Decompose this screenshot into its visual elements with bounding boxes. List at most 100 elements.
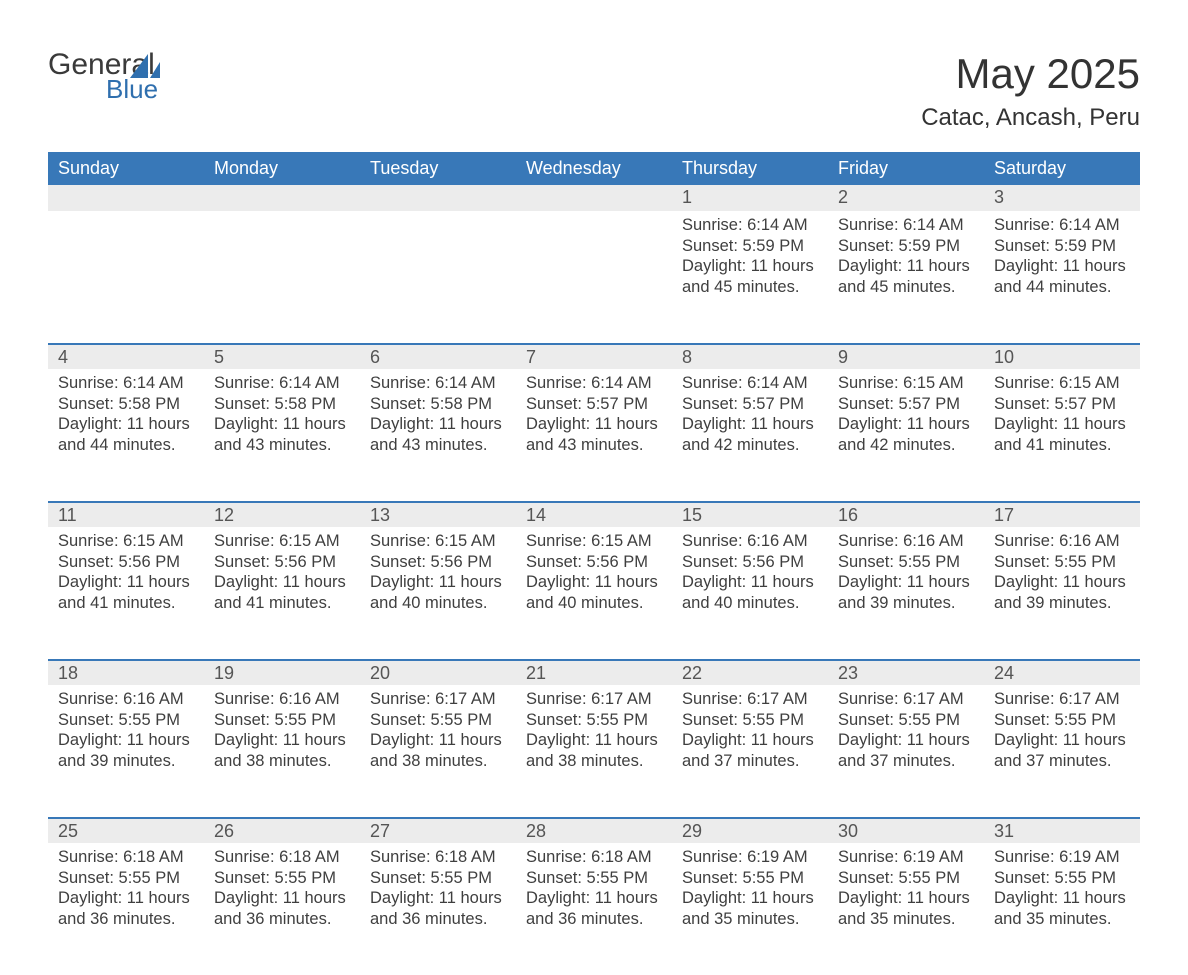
calendar-header: SundayMondayTuesdayWednesdayThursdayFrid… <box>48 152 1140 185</box>
sunrise-line: Sunrise: 6:15 AM <box>214 531 350 552</box>
day-cell-empty <box>204 211 360 223</box>
day-number: 18 <box>48 659 204 685</box>
day-cell: Sunrise: 6:17 AMSunset: 5:55 PMDaylight:… <box>360 685 516 780</box>
sunrise-value: 6:16 AM <box>1059 532 1120 550</box>
sunset-label: Sunset: <box>994 395 1055 413</box>
sunrise-value: 6:18 AM <box>279 848 340 866</box>
sunset-value: 5:55 PM <box>1055 553 1116 571</box>
sunset-label: Sunset: <box>526 395 587 413</box>
sunset-line: Sunset: 5:59 PM <box>838 236 974 257</box>
sunrise-line: Sunrise: 6:15 AM <box>58 531 194 552</box>
daylight-label: Daylight: <box>58 731 127 749</box>
sunrise-label: Sunrise: <box>994 374 1059 392</box>
location-subtitle: Catac, Ancash, Peru <box>921 104 1140 132</box>
daylight-line: Daylight: 11 hours and 37 minutes. <box>994 730 1130 771</box>
sunrise-value: 6:14 AM <box>435 374 496 392</box>
sunrise-label: Sunrise: <box>994 532 1059 550</box>
sunset-label: Sunset: <box>370 711 431 729</box>
sunrise-line: Sunrise: 6:14 AM <box>838 215 974 236</box>
sunset-value: 5:59 PM <box>1055 237 1116 255</box>
day-cell: Sunrise: 6:15 AMSunset: 5:56 PMDaylight:… <box>204 527 360 622</box>
daylight-label: Daylight: <box>526 573 595 591</box>
sunrise-line: Sunrise: 6:14 AM <box>526 373 662 394</box>
daylight-line: Daylight: 11 hours and 39 minutes. <box>58 730 194 771</box>
day-number: 25 <box>48 817 204 843</box>
sunset-label: Sunset: <box>682 237 743 255</box>
day-cell: Sunrise: 6:17 AMSunset: 5:55 PMDaylight:… <box>828 685 984 780</box>
sunset-value: 5:57 PM <box>587 395 648 413</box>
sunset-value: 5:55 PM <box>587 711 648 729</box>
sunset-value: 5:59 PM <box>899 237 960 255</box>
daylight-label: Daylight: <box>370 573 439 591</box>
sunset-label: Sunset: <box>370 869 431 887</box>
sunrise-label: Sunrise: <box>838 690 903 708</box>
day-cell: Sunrise: 6:14 AMSunset: 5:58 PMDaylight:… <box>204 369 360 464</box>
day-number: 9 <box>828 343 984 369</box>
sunrise-label: Sunrise: <box>370 374 435 392</box>
sunset-line: Sunset: 5:58 PM <box>370 394 506 415</box>
day-number: 20 <box>360 659 516 685</box>
sunset-label: Sunset: <box>58 869 119 887</box>
daylight-label: Daylight: <box>58 573 127 591</box>
sunrise-label: Sunrise: <box>58 690 123 708</box>
sunset-line: Sunset: 5:58 PM <box>58 394 194 415</box>
sunset-line: Sunset: 5:55 PM <box>838 868 974 889</box>
sunrise-value: 6:15 AM <box>435 532 496 550</box>
daylight-line: Daylight: 11 hours and 37 minutes. <box>838 730 974 771</box>
sunset-line: Sunset: 5:55 PM <box>526 868 662 889</box>
daylight-line: Daylight: 11 hours and 35 minutes. <box>838 888 974 929</box>
sunrise-label: Sunrise: <box>682 216 747 234</box>
day-cell: Sunrise: 6:15 AMSunset: 5:56 PMDaylight:… <box>360 527 516 622</box>
sunrise-line: Sunrise: 6:14 AM <box>994 215 1130 236</box>
day-cell: Sunrise: 6:15 AMSunset: 5:56 PMDaylight:… <box>48 527 204 622</box>
daylight-label: Daylight: <box>370 731 439 749</box>
sunrise-label: Sunrise: <box>370 532 435 550</box>
sunset-label: Sunset: <box>838 711 899 729</box>
sunset-line: Sunset: 5:56 PM <box>58 552 194 573</box>
sunrise-label: Sunrise: <box>838 532 903 550</box>
daylight-label: Daylight: <box>682 573 751 591</box>
day-cell: Sunrise: 6:17 AMSunset: 5:55 PMDaylight:… <box>672 685 828 780</box>
sunset-label: Sunset: <box>994 237 1055 255</box>
sunset-line: Sunset: 5:55 PM <box>838 710 974 731</box>
sunset-label: Sunset: <box>994 869 1055 887</box>
sunrise-label: Sunrise: <box>994 690 1059 708</box>
brand-logo: General Blue <box>48 50 164 102</box>
day-number: 6 <box>360 343 516 369</box>
daylight-label: Daylight: <box>682 257 751 275</box>
day-cell: Sunrise: 6:19 AMSunset: 5:55 PMDaylight:… <box>672 843 828 938</box>
sunset-value: 5:55 PM <box>743 869 804 887</box>
sunrise-line: Sunrise: 6:17 AM <box>994 689 1130 710</box>
day-number: 7 <box>516 343 672 369</box>
daylight-line: Daylight: 11 hours and 40 minutes. <box>526 572 662 613</box>
daylight-label: Daylight: <box>838 415 907 433</box>
day-cell: Sunrise: 6:17 AMSunset: 5:55 PMDaylight:… <box>516 685 672 780</box>
daylight-line: Daylight: 11 hours and 44 minutes. <box>994 256 1130 297</box>
sunset-line: Sunset: 5:57 PM <box>838 394 974 415</box>
sunset-value: 5:55 PM <box>899 869 960 887</box>
daylight-label: Daylight: <box>838 573 907 591</box>
day-number: 5 <box>204 343 360 369</box>
sunset-value: 5:56 PM <box>587 553 648 571</box>
sunrise-line: Sunrise: 6:19 AM <box>994 847 1130 868</box>
sunset-value: 5:56 PM <box>119 553 180 571</box>
daylight-line: Daylight: 11 hours and 39 minutes. <box>994 572 1130 613</box>
title-block: May 2025 Catac, Ancash, Peru <box>921 50 1140 132</box>
sunrise-label: Sunrise: <box>838 374 903 392</box>
day-number: 27 <box>360 817 516 843</box>
sunrise-line: Sunrise: 6:14 AM <box>370 373 506 394</box>
daylight-line: Daylight: 11 hours and 39 minutes. <box>838 572 974 613</box>
sunset-label: Sunset: <box>58 711 119 729</box>
daylight-line: Daylight: 11 hours and 37 minutes. <box>682 730 818 771</box>
sunset-label: Sunset: <box>214 869 275 887</box>
daylight-label: Daylight: <box>994 415 1063 433</box>
sunset-value: 5:55 PM <box>119 869 180 887</box>
daylight-label: Daylight: <box>214 889 283 907</box>
daylight-label: Daylight: <box>526 415 595 433</box>
sunrise-value: 6:15 AM <box>591 532 652 550</box>
sunset-line: Sunset: 5:55 PM <box>526 710 662 731</box>
day-cell: Sunrise: 6:14 AMSunset: 5:57 PMDaylight:… <box>672 369 828 464</box>
sunrise-label: Sunrise: <box>994 216 1059 234</box>
day-number: 3 <box>984 185 1140 211</box>
sunset-line: Sunset: 5:59 PM <box>994 236 1130 257</box>
